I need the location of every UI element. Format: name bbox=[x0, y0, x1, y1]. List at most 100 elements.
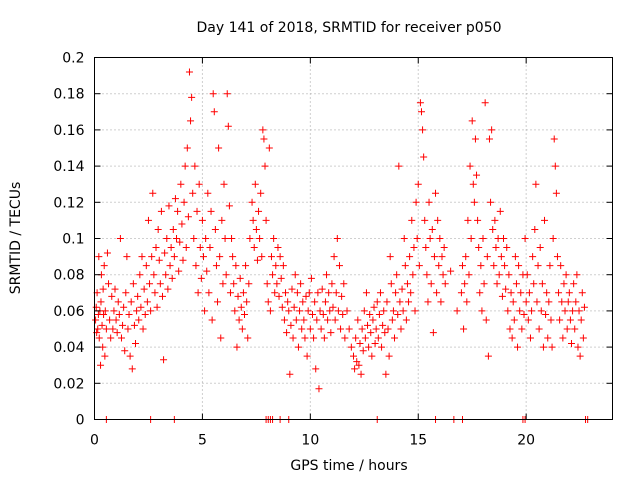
data-point bbox=[178, 220, 186, 228]
x-tick-label: 15 bbox=[409, 433, 427, 449]
data-point bbox=[512, 280, 520, 288]
data-point bbox=[474, 216, 482, 224]
data-point bbox=[173, 235, 181, 242]
data-point bbox=[484, 352, 492, 360]
data-point bbox=[360, 307, 368, 315]
data-point bbox=[576, 352, 584, 360]
data-point bbox=[357, 370, 365, 378]
data-point bbox=[537, 307, 545, 315]
data-point bbox=[374, 334, 382, 342]
data-point bbox=[430, 253, 438, 261]
data-point bbox=[546, 262, 554, 270]
data-point bbox=[351, 365, 359, 373]
data-point bbox=[218, 216, 226, 224]
data-point bbox=[325, 289, 333, 297]
data-point bbox=[211, 225, 219, 233]
data-point bbox=[508, 334, 516, 342]
data-point bbox=[470, 198, 478, 206]
data-point bbox=[352, 334, 360, 342]
data-point bbox=[579, 334, 587, 342]
data-point bbox=[566, 316, 574, 324]
data-point bbox=[207, 207, 215, 215]
data-point bbox=[276, 253, 284, 261]
y-tick-label: 0.18 bbox=[53, 87, 84, 103]
data-point bbox=[415, 262, 423, 270]
data-point bbox=[231, 307, 239, 315]
data-point bbox=[320, 334, 328, 342]
data-point bbox=[524, 316, 532, 324]
data-point bbox=[481, 99, 489, 107]
data-point bbox=[205, 289, 213, 297]
data-point bbox=[447, 267, 455, 275]
data-point bbox=[219, 280, 227, 288]
data-point bbox=[243, 298, 251, 306]
data-point bbox=[119, 321, 127, 329]
data-point bbox=[300, 316, 308, 324]
data-point bbox=[327, 329, 335, 337]
data-point bbox=[230, 280, 238, 288]
data-point bbox=[137, 303, 145, 311]
data-point bbox=[257, 189, 265, 197]
data-point bbox=[551, 162, 559, 170]
data-point bbox=[547, 316, 555, 324]
data-point bbox=[504, 307, 512, 315]
data-point bbox=[575, 307, 583, 315]
data-point bbox=[190, 235, 198, 242]
data-point bbox=[315, 385, 323, 393]
data-point bbox=[321, 298, 329, 306]
data-point bbox=[525, 289, 533, 297]
data-point bbox=[103, 249, 111, 257]
data-point bbox=[155, 256, 163, 264]
data-point bbox=[366, 311, 374, 319]
data-point bbox=[466, 162, 474, 170]
data-point bbox=[333, 235, 341, 242]
data-point bbox=[417, 108, 425, 116]
data-point bbox=[255, 207, 263, 215]
data-point bbox=[408, 216, 416, 224]
data-point bbox=[398, 285, 406, 293]
data-point bbox=[556, 316, 564, 324]
data-point bbox=[229, 253, 237, 261]
data-point bbox=[463, 298, 471, 306]
data-point bbox=[263, 280, 271, 288]
data-point bbox=[539, 343, 547, 351]
data-point bbox=[123, 253, 131, 261]
data-point bbox=[209, 90, 217, 98]
data-point bbox=[577, 316, 585, 324]
data-point bbox=[260, 135, 268, 143]
data-point bbox=[267, 253, 275, 261]
data-point bbox=[541, 216, 549, 224]
data-point bbox=[272, 262, 280, 270]
data-point bbox=[98, 321, 106, 329]
data-point bbox=[101, 307, 109, 315]
data-point bbox=[535, 325, 543, 333]
data-point bbox=[157, 207, 165, 215]
data-point bbox=[426, 235, 434, 242]
data-point bbox=[371, 339, 379, 347]
data-point bbox=[183, 144, 191, 152]
data-point bbox=[567, 339, 575, 347]
data-point bbox=[402, 316, 410, 324]
data-point bbox=[495, 271, 503, 279]
data-point bbox=[203, 267, 211, 275]
data-point bbox=[113, 329, 121, 337]
data-point bbox=[258, 253, 266, 261]
data-point bbox=[228, 235, 236, 242]
data-point bbox=[506, 325, 514, 333]
y-axis-label: SRMTID / TECUs bbox=[8, 182, 24, 295]
data-point bbox=[503, 244, 511, 252]
data-point bbox=[509, 298, 517, 306]
data-point bbox=[226, 289, 234, 297]
data-point bbox=[252, 225, 260, 233]
data-point bbox=[335, 262, 343, 270]
y-tick-label: 0.1 bbox=[62, 232, 84, 248]
data-point bbox=[143, 298, 151, 306]
data-point bbox=[110, 307, 118, 315]
data-point bbox=[158, 292, 166, 300]
data-point bbox=[144, 216, 152, 224]
data-point bbox=[199, 253, 207, 261]
data-point bbox=[432, 189, 440, 197]
data-point bbox=[204, 189, 212, 197]
data-point bbox=[139, 325, 147, 333]
